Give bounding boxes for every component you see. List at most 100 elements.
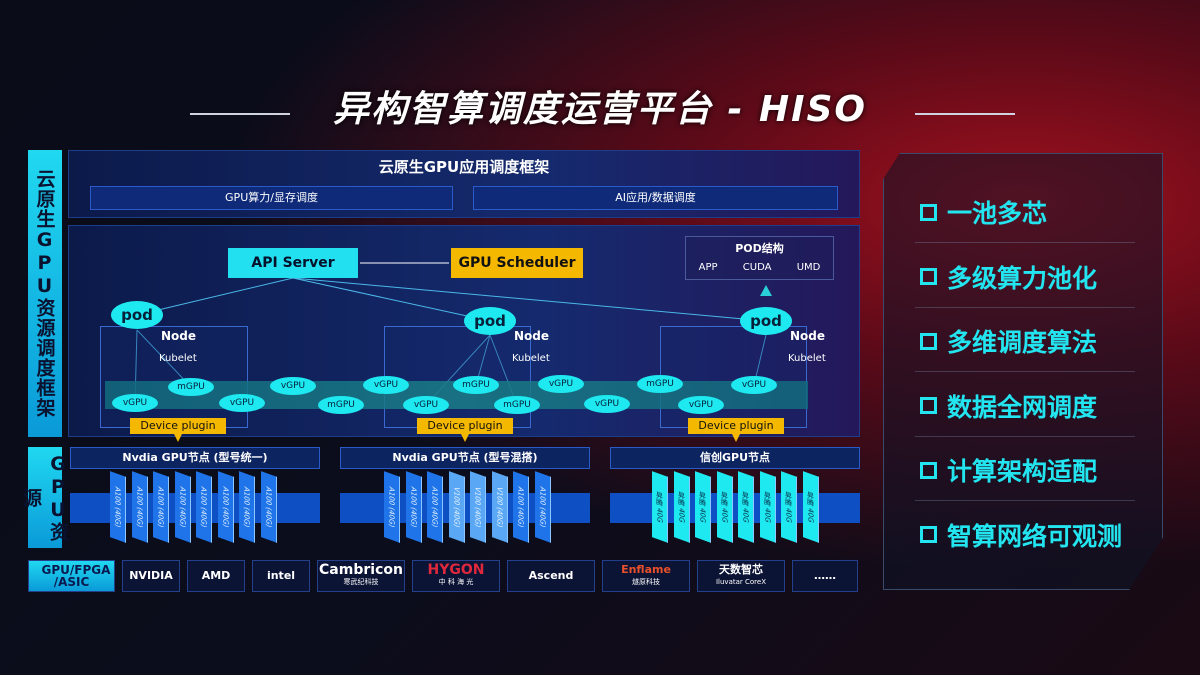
pod-ellipse[interactable]: pod [464,307,516,335]
gpu-scheduler-box: GPU Scheduler [451,248,583,278]
pod-structure-title: POD结构 [735,242,784,255]
vendor-name: Cambricon [319,562,403,578]
kubelet-label: Kubelet [788,353,826,364]
vendor-name: NVIDIA [129,569,173,582]
virtual-gpu-ellipse[interactable]: mGPU [168,378,214,396]
features-panel [883,153,1163,590]
gpu-card: 昇腾 40G [759,471,776,543]
line-pod2-api [292,277,491,322]
api-server-box: API Server [228,248,358,278]
feature-item: 多维调度算法 [920,323,1097,359]
checkbox-icon [920,526,937,543]
gpu-card: 昇腾 40G [695,471,711,543]
feature-item: 智算网络可观测 [920,517,1122,553]
node-label: Node [514,329,550,343]
vendor-name: AMD [201,569,231,582]
checkbox-icon [920,332,937,350]
gpu-card: A100 (40G) [534,471,551,543]
virtual-gpu-ellipse[interactable]: vGPU [403,396,449,414]
gpu-card: V100 (40G) [448,471,465,543]
vendor-logo: Ascend [507,560,595,592]
feature-divider [915,306,1135,308]
gpu-node-header: 信创GPU节点 [610,447,860,469]
virtual-gpu-ellipse[interactable]: vGPU [678,396,724,414]
feature-item: 计算架构适配 [920,452,1097,488]
feature-label: 多级算力池化 [947,263,1098,293]
virtual-gpu-ellipse[interactable]: vGPU [731,376,777,394]
gpu-card: A100 (40G) [427,471,443,543]
gpu-node-rail [610,493,860,523]
vendor-logo: AMD [187,560,245,592]
device-plugin-box: Device plugin [130,418,226,434]
gpu-card: A100 (40G) [384,471,400,543]
gpu-card: 昇腾 40G [652,471,668,543]
vendor-logo: Enflame 燧原科技 [602,560,690,592]
gpu-card: A100 (40G) [153,471,169,543]
gpu-card: V100 (40G) [491,471,508,543]
vendor-category-label: GPU/FPGA /ASIC [28,560,115,592]
title-line-left [190,113,290,115]
feature-label: 一池多芯 [947,199,1048,228]
feature-divider [915,371,1135,372]
gpu-card: A100 (40G) [174,471,191,543]
virtual-gpu-ellipse[interactable]: vGPU [270,377,316,395]
pod-cuda: CUDA [742,262,772,273]
gpu-node-header: Nvdia GPU节点 (型号混搭) [340,447,590,469]
framework-title: 云原生GPU应用调度框架 [378,158,550,176]
gpu-card: A100 (40G) [405,471,422,543]
vendor-name: HYGON [427,562,485,578]
pod-ellipse[interactable]: pod [740,307,792,335]
gpu-compute-scheduling: GPU算力/显存调度 [90,186,453,210]
vendor-name: intel [266,569,296,582]
vendor-sub: 寒武纪科技 [343,578,379,586]
vendor-category-text: GPU/FPGA /ASIC [41,563,111,589]
gpu-card: A100 (40G) [217,471,234,543]
virtual-gpu-ellipse[interactable]: mGPU [637,375,683,393]
virtual-gpu-ellipse[interactable]: vGPU [219,394,265,412]
arrow-up-icon [760,285,772,296]
ai-data-scheduling: AI应用/数据调度 [473,186,838,210]
virtual-gpu-ellipse[interactable]: vGPU [538,375,584,393]
checkbox-icon [920,268,937,285]
feature-item: 数据全网调度 [920,388,1097,424]
gpu-card: 昇腾 40G [673,471,690,543]
vendor-logo: intel [252,560,310,592]
title-line-right [915,113,1015,115]
virtual-gpu-ellipse[interactable]: vGPU [363,376,409,394]
gpu-node-header: Nvdia GPU节点 (型号统一) [70,447,320,469]
gpu-card: 昇腾 40G [738,471,754,543]
virtual-gpu-ellipse[interactable]: vGPU [584,395,630,413]
gpu-card: A100 (40G) [131,471,148,543]
gpu-card: A100 (40G) [239,471,255,543]
gpu-card: A100 (40G) [110,471,126,543]
arrow-down-icon [732,434,740,442]
scheduling-side-label: 云原生GPU资源调度框架 [28,150,62,437]
page-title: 异构智算调度运营平台 - HISO [332,89,868,130]
node-label: Node [790,329,826,343]
kubelet-label: Kubelet [159,353,197,364]
vendor-name: 天数智芯 [719,563,763,576]
kubelet-label: Kubelet [512,353,550,364]
virtual-gpu-ellipse[interactable]: mGPU [494,396,540,414]
vendor-name: …… [814,569,836,582]
node-label: Node [161,329,197,343]
feature-divider [915,242,1135,243]
line-pod3-api [292,277,767,322]
feature-label: 多维调度算法 [947,328,1098,357]
virtual-gpu-ellipse[interactable]: vGPU [112,394,158,412]
gpu-card: 昇腾 40G [716,471,733,543]
virtual-gpu-ellipse[interactable]: mGPU [453,376,499,394]
vendor-name: Ascend [528,569,574,582]
gpu-card: A100 (40G) [513,471,529,543]
virtual-gpu-ellipse[interactable]: mGPU [318,396,364,414]
vendor-logo: HYGON 中 科 海 光 [412,560,500,592]
arrow-down-icon [174,434,182,442]
arrow-down-icon [461,434,469,442]
checkbox-icon [920,397,937,414]
pod-ellipse[interactable]: pod [111,301,163,329]
gpu-node-rail [340,493,590,523]
vendor-sub: 中 科 海 光 [438,578,474,586]
vendor-name: Enflame [621,563,671,576]
gpu-card: 昇腾 40G [802,471,819,543]
feature-divider [915,500,1135,501]
